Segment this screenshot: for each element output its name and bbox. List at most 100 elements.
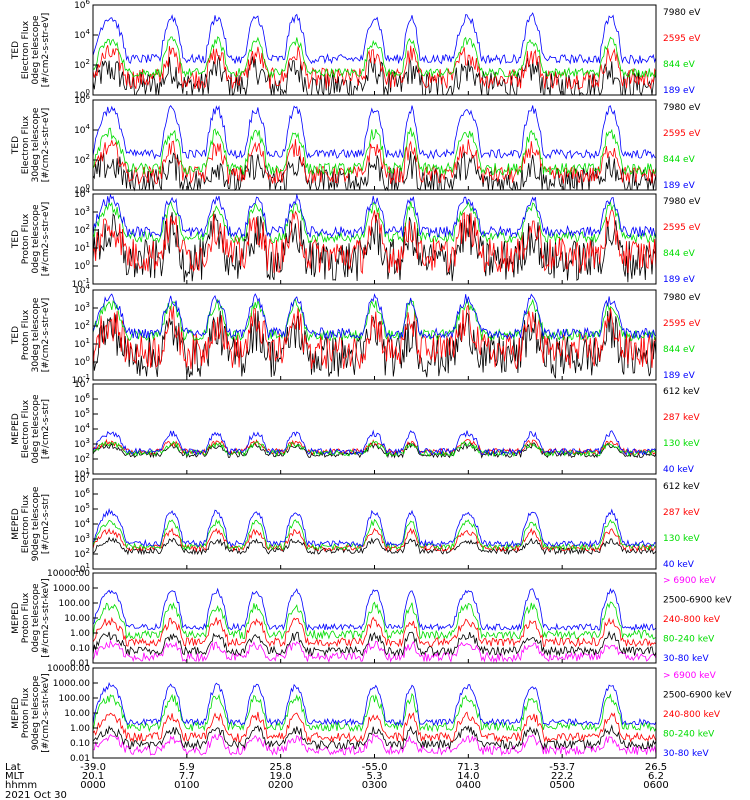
x-tick-label-mlt: 6.2 (648, 771, 664, 782)
date-label: 2021 Oct 30 (5, 790, 67, 800)
series-line-5 (92, 587, 657, 632)
panel-7: 0.01 0.10 1.00 10.00 100.00 1000.00 10000.00ME… (11, 569, 732, 669)
plot-frame (92, 667, 657, 759)
y-tick-label: 101 (74, 337, 90, 350)
y-axis-label: TEDElectron Flux30deg telescope[#/cm2-s-… (11, 107, 51, 182)
y-tick-label: 102 (74, 153, 90, 166)
series-line-3 (92, 440, 657, 458)
y-axis-label: MEPEDElectron Flux90deg telescope[#/cm2-… (11, 486, 51, 561)
y-axis-label: TEDElectron Flux0deg telescope[#/cm2-s-s… (11, 13, 51, 88)
y-tick-label: 102 (74, 58, 90, 71)
plot-frame (92, 478, 657, 570)
x-tick-label-lat: 26.5 (645, 762, 667, 773)
lat-row-label: Lat (5, 762, 21, 773)
y-tick-label: 103 (74, 532, 90, 545)
legend-label: 40 keV (663, 465, 695, 475)
x-tick-label-lat: -53.7 (549, 762, 575, 773)
panel-8: 0.01 0.10 1.00 10.00 100.00 1000.00 10000.00ME… (11, 664, 732, 764)
legend-label: 844 eV (663, 155, 696, 165)
x-tick-label-mlt: 19.0 (270, 771, 292, 782)
y-tick-label: 103 (74, 437, 90, 450)
y-tick-label: 106 (74, 392, 90, 405)
legend-label: 240-800 keV (663, 710, 721, 720)
legend-label: 7980 eV (663, 293, 701, 303)
series-line-3 (92, 616, 657, 648)
legend-label: 189 eV (663, 86, 696, 96)
x-tick-label-mlt: 14.0 (457, 771, 479, 782)
series-line-1 (92, 212, 657, 283)
legend-label: 287 keV (663, 413, 700, 423)
y-tick-label: 101 (74, 241, 90, 254)
series-line-4 (92, 601, 657, 641)
y-tick-label: 105 (74, 502, 90, 515)
legend-label: > 6900 keV (663, 576, 717, 586)
x-tick-label-lat: -55.0 (362, 762, 388, 773)
y-tick-label: 100 (74, 259, 90, 272)
y-tick-label: 1.00 (70, 724, 90, 734)
series-line-3 (92, 711, 657, 743)
legend-label: 2595 eV (663, 319, 701, 329)
x-tick-label-mlt: 7.7 (179, 771, 195, 782)
plot-frame (92, 4, 657, 96)
series-line-4 (92, 507, 657, 548)
legend-label: 130 keV (663, 439, 700, 449)
series-line-4 (92, 429, 657, 456)
x-tick-label-mlt: 22.2 (551, 771, 573, 782)
panels: 100 102 104 106 TEDElectron Flux0deg telesco… (11, 0, 732, 764)
y-tick-label: 102 (74, 319, 90, 332)
legend-label: 2595 eV (663, 129, 701, 139)
legend-label: 130 keV (663, 534, 700, 544)
y-axis-label: MEPEDProton Flux0deg telescope[#/cm2-s-s… (11, 578, 51, 657)
series-line-2 (92, 724, 657, 751)
legend-label: 844 eV (663, 249, 696, 259)
legend-label: 189 eV (663, 371, 696, 381)
series-line-5 (92, 681, 657, 727)
series-line-4 (92, 692, 657, 733)
legend-label: 2595 eV (663, 34, 701, 44)
legend-label: 40 keV (663, 560, 695, 570)
x-tick-label-hhmm: 0100 (174, 780, 199, 791)
series-line-4 (92, 293, 657, 340)
y-axis-label: TEDProton Flux0deg telescope[#/cm2-s-str… (11, 202, 51, 277)
series-line-2 (92, 139, 657, 185)
y-tick-label: 10.00 (64, 614, 90, 624)
legend-label: 30-80 keV (663, 654, 709, 664)
plot-frame (92, 383, 657, 475)
series-line-3 (92, 518, 657, 551)
y-tick-label: 1000.00 (53, 679, 90, 689)
series-line-3 (92, 200, 657, 244)
x-tick-label-hhmm: 0400 (456, 780, 481, 791)
legend-label: 7980 eV (663, 197, 701, 207)
y-axis-label: MEPEDProton Flux90deg telescope[#/cm2-s-… (11, 673, 51, 752)
y-tick-label: 100.00 (59, 694, 91, 704)
y-tick-label: 100 (74, 355, 90, 368)
series-line-2 (92, 207, 657, 275)
series-line-2 (92, 45, 657, 90)
y-tick-label: 100.00 (59, 599, 91, 609)
y-tick-label: 103 (74, 301, 90, 314)
x-tick-label-hhmm: 0000 (80, 780, 105, 791)
y-tick-label: 104 (74, 28, 90, 41)
y-tick-label: 10.00 (64, 709, 90, 719)
legend-label: 844 eV (663, 345, 696, 355)
legend-label: 2500-6900 keV (663, 691, 732, 701)
series-line-2 (92, 630, 657, 657)
y-tick-label: 102 (74, 223, 90, 236)
mlt-row-label: MLT (5, 771, 25, 782)
x-tick-label-hhmm: 0300 (362, 780, 387, 791)
legend-label: 80-240 keV (663, 730, 715, 740)
legend-label: 612 keV (663, 482, 700, 492)
y-tick-label: 10000.00 (47, 664, 90, 674)
legend-label: 240-800 keV (663, 615, 721, 625)
y-tick-label: 102 (74, 547, 90, 560)
series-line-1 (92, 733, 657, 757)
y-axis-label: MEPEDElectron Flux0deg telescope[#/cm2-s… (11, 394, 51, 464)
x-tick-label-lat: -39.0 (80, 762, 106, 773)
y-tick-label: 104 (74, 517, 90, 530)
